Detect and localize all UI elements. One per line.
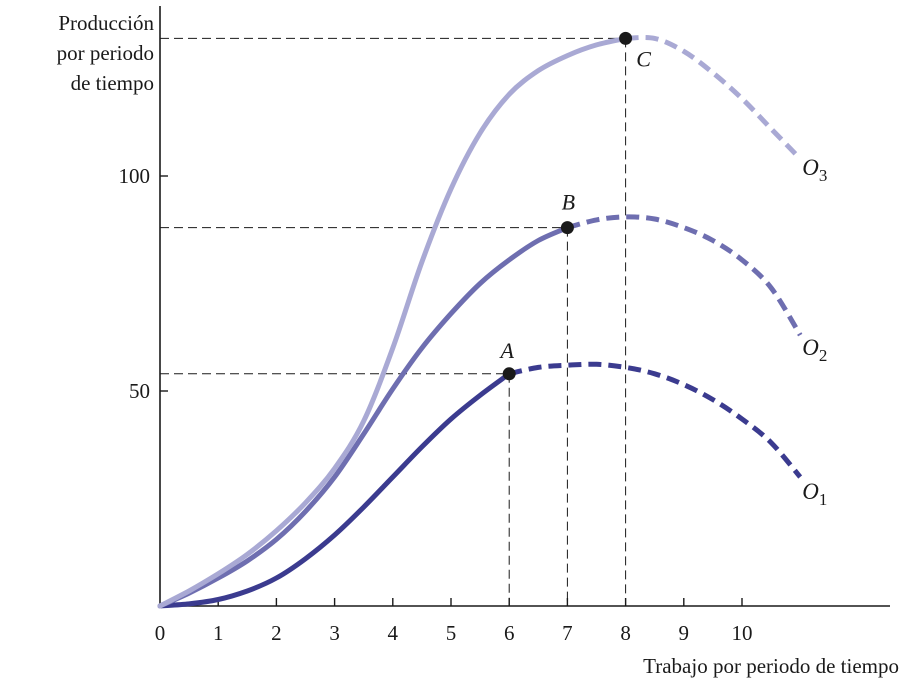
- y-axis-label-line-2: por periodo: [56, 41, 154, 65]
- x-tick-label: 2: [271, 621, 282, 645]
- x-tick-label: 7: [562, 621, 573, 645]
- x-tick-label: 4: [388, 621, 399, 645]
- x-tick-label: 3: [329, 621, 340, 645]
- series-label-o3-subscript: 3: [819, 166, 828, 185]
- curve-o2-solid: [157, 225, 570, 609]
- x-tick-label: 9: [679, 621, 690, 645]
- y-tick-label: 50: [129, 379, 150, 403]
- curve-o2-dashed: [566, 214, 803, 337]
- y-axis-label-line-1: Producción: [58, 11, 154, 35]
- point-label-a: A: [498, 338, 514, 363]
- x-tick-label: 10: [732, 621, 753, 645]
- curve-o3-dashed: [625, 34, 803, 161]
- series-label-o2-subscript: 2: [819, 346, 828, 365]
- series-label-o3: O3: [802, 155, 827, 185]
- point-c: [619, 31, 633, 45]
- series-label-o1-subscript: 1: [819, 490, 828, 509]
- series-label-o1: O1: [802, 479, 827, 509]
- x-tick-label: 0: [155, 621, 166, 645]
- point-b: [560, 221, 574, 235]
- x-tick-label: 5: [446, 621, 457, 645]
- curve-o1-dashed: [508, 361, 803, 479]
- curve-o3-solid: [157, 35, 629, 609]
- y-axis-label-line-3: de tiempo: [70, 71, 154, 95]
- x-tick-label: 1: [213, 621, 224, 645]
- x-tick-label: 8: [620, 621, 631, 645]
- y-axis-label: Producción por periodo de tiempo: [4, 8, 154, 98]
- x-axis-label: Trabajo por periodo de tiempo: [643, 654, 899, 678]
- x-tick-label: 6: [504, 621, 515, 645]
- curve-o1-solid: [157, 371, 512, 609]
- point-label-b: B: [562, 190, 575, 215]
- y-tick-label: 100: [119, 164, 151, 188]
- point-a: [502, 367, 516, 381]
- point-label-c: C: [636, 46, 651, 71]
- series-label-o2: O2: [802, 335, 827, 365]
